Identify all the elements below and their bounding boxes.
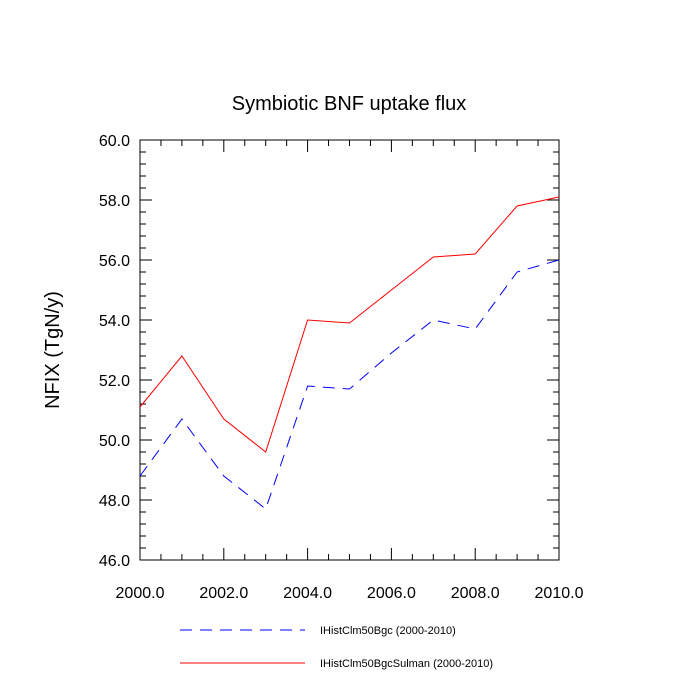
x-tick-label: 2006.0	[367, 585, 416, 602]
y-tick-label: 58.0	[99, 193, 130, 210]
y-tick-label: 54.0	[99, 313, 130, 330]
y-axis-label: NFIX (TgN/y)	[42, 291, 64, 409]
x-tick-label: 2004.0	[283, 585, 332, 602]
series-line-1	[139, 259, 560, 510]
y-tick-label: 52.0	[99, 373, 130, 390]
y-tick-label: 46.0	[99, 553, 130, 570]
x-tick-label: 2000.0	[116, 585, 165, 602]
legend: IHistClm50Bgc (2000-2010) IHistClm50BgcSu…	[180, 625, 493, 670]
plot-frame	[139, 139, 560, 561]
legend-label-1: IHistClm50Bgc (2000-2010)	[320, 625, 456, 637]
x-tick-label: 2002.0	[199, 585, 248, 602]
ticks-layer: 2000.0 2002.0 2004.0 2006.0 2008.0 2010.0 46.0…	[99, 133, 584, 602]
x-tick-label: 2010.0	[535, 585, 584, 602]
chart-title: Symbiotic BNF uptake flux	[232, 93, 467, 115]
series-line-2	[139, 196, 560, 453]
lines-layer	[139, 196, 560, 510]
y-tick-label: 60.0	[99, 133, 130, 150]
y-tick-label: 50.0	[99, 433, 130, 450]
y-tick-label: 48.0	[99, 493, 130, 510]
x-tick-label: 2008.0	[451, 585, 500, 602]
legend-label-2: IHistClm50BgcSulman (2000-2010)	[320, 658, 493, 670]
y-tick-label: 56.0	[99, 253, 130, 270]
